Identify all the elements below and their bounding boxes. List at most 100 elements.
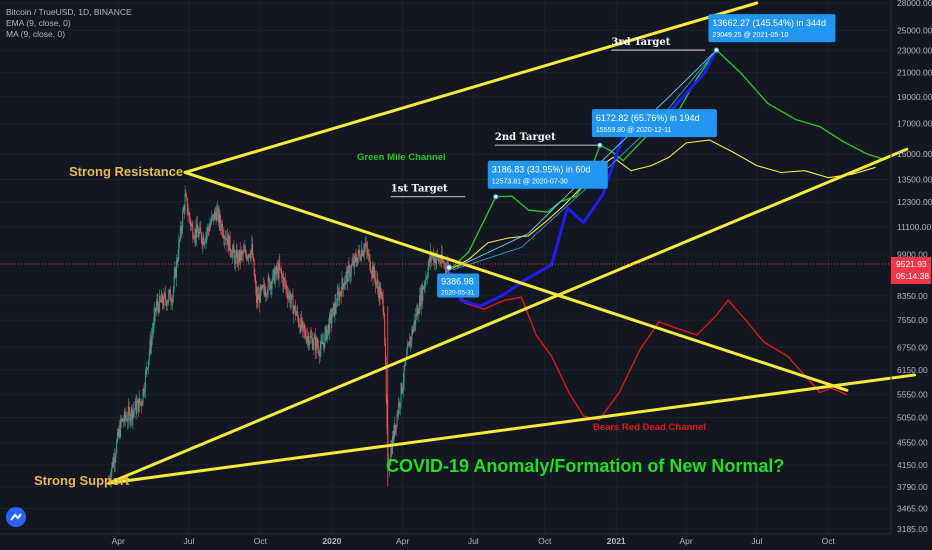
candle-body	[253, 259, 255, 276]
candle-body	[347, 265, 349, 282]
candle-body	[218, 212, 220, 223]
candle-body	[127, 407, 129, 420]
candle-body	[278, 262, 280, 278]
candle-body	[205, 234, 207, 242]
candle-body	[238, 253, 240, 262]
candle-body	[442, 260, 444, 262]
candle-body	[196, 224, 198, 233]
candle-body	[423, 286, 425, 290]
candle-body	[204, 241, 206, 243]
candle-body	[273, 269, 275, 284]
candle-body	[151, 331, 153, 337]
candle-body	[197, 232, 199, 238]
candle-body	[304, 330, 306, 337]
candle-body	[361, 250, 363, 256]
candle-body	[313, 338, 315, 346]
time-axis[interactable]: Apr Jul Oct 2020 Apr Jul Oct 2021 Apr Jul Oct	[0, 533, 891, 546]
candle-body	[266, 291, 268, 296]
trendlines[interactable]	[107, 1, 917, 485]
price-tick-label: 6750.00	[897, 342, 928, 352]
measure-callout-line1: 6172.82 (65.76%) in 194d	[596, 113, 700, 123]
candle-body	[224, 237, 226, 240]
candle-body	[287, 293, 289, 299]
candle-body	[377, 286, 379, 298]
ma-indicator-label[interactable]: MA (9, close, 0)	[6, 29, 66, 39]
candle-body	[164, 293, 166, 295]
candle-body	[227, 234, 229, 245]
candle-body	[392, 436, 394, 441]
target-point-marker	[713, 47, 720, 53]
candle-body	[322, 342, 324, 345]
candle-body	[399, 403, 401, 408]
candle-body	[431, 255, 433, 257]
candle-body	[437, 256, 439, 262]
candle-body	[195, 228, 197, 238]
candle-body	[350, 265, 352, 274]
candle-body	[346, 271, 348, 282]
candle-body	[243, 250, 245, 252]
candle-body	[116, 441, 118, 453]
candle-body	[405, 359, 407, 366]
candle-body	[318, 347, 320, 353]
candle-body	[112, 462, 114, 467]
headline-text: COVID-19 Anomaly/Formation of New Normal…	[386, 456, 784, 476]
ema-indicator-label[interactable]: EMA (9, close, 0)	[6, 18, 71, 28]
measure-callout-line2: 23049.25 @ 2021-05-10	[712, 32, 788, 39]
candle-body	[388, 460, 390, 469]
candle-body	[435, 259, 437, 264]
candle-body	[302, 321, 304, 325]
candle-body	[402, 388, 404, 393]
candle-body	[336, 306, 338, 307]
candle-body	[242, 250, 244, 255]
candle-body	[267, 277, 269, 292]
candle-body	[290, 300, 292, 304]
tradingview-logo-icon[interactable]	[6, 507, 26, 527]
candle-body	[148, 359, 150, 369]
candle-body	[280, 268, 282, 270]
candle-body	[307, 335, 309, 338]
candle-body	[244, 249, 246, 252]
candle-body	[350, 273, 352, 277]
candle-body	[357, 250, 359, 258]
candle-body	[139, 398, 141, 403]
price-label-box	[437, 273, 480, 298]
candle-body	[166, 302, 168, 306]
candle-body	[193, 237, 195, 239]
current-price-marker	[446, 264, 453, 271]
candle-body	[125, 418, 127, 420]
candle-body	[157, 301, 159, 306]
candle-body	[224, 237, 226, 240]
target-point-marker	[597, 142, 603, 148]
candle-body	[161, 294, 163, 304]
candle-body	[383, 312, 385, 315]
candle-body	[438, 259, 440, 262]
candle-body	[292, 295, 294, 315]
candle-body	[377, 279, 379, 287]
measure-callout-box	[708, 14, 836, 43]
candle-body	[175, 268, 177, 278]
candle-body	[290, 294, 292, 301]
candle-body	[192, 226, 194, 239]
candle-body	[217, 208, 219, 223]
candle-body	[186, 195, 188, 199]
candle-body	[255, 281, 257, 287]
candle-body	[426, 276, 428, 278]
price-tick-label: 23000.00	[897, 46, 932, 56]
candle-body	[326, 330, 328, 340]
candle-body	[210, 223, 212, 226]
candle-body	[303, 324, 305, 330]
candle-body	[196, 224, 198, 238]
price-tick-label: 11100.00	[897, 222, 931, 232]
candle-body	[156, 301, 158, 306]
candle-body	[162, 303, 164, 306]
price-axis[interactable]: 28000.00 25000.00 23000.00 21000.00 19000.00…	[890, 0, 932, 534]
candle-body	[250, 250, 252, 258]
candle-body	[209, 225, 211, 231]
candle-body	[284, 280, 286, 286]
candle-body	[152, 327, 154, 332]
candle-body	[248, 254, 250, 258]
candle-body	[415, 313, 417, 325]
candle-body	[258, 293, 260, 300]
candle-body	[120, 419, 122, 421]
